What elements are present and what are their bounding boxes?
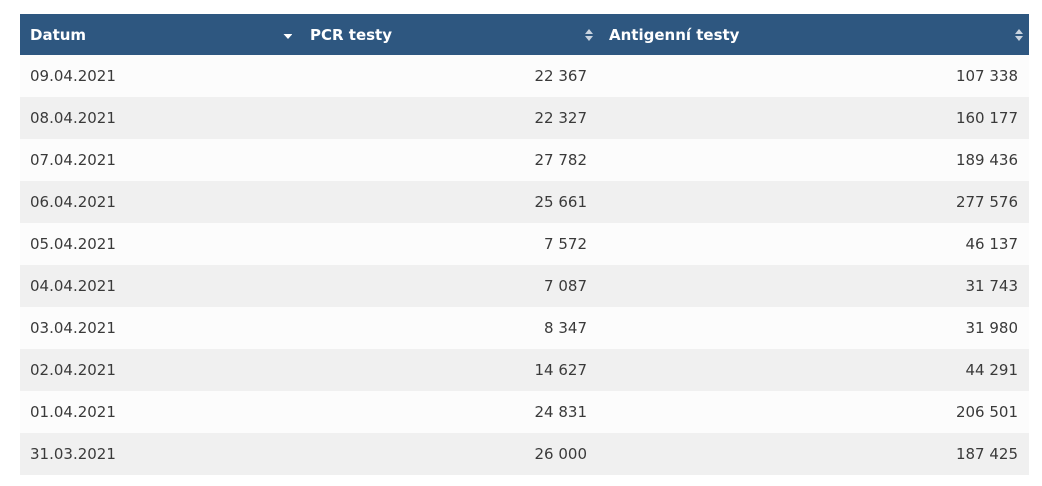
cell-pcr: 24 831 <box>300 391 599 433</box>
cell-antigen: 189 436 <box>599 139 1029 181</box>
sort-both-icon <box>585 28 593 41</box>
cell-antigen: 107 338 <box>599 55 1029 97</box>
table-row: 09.04.2021 22 367 107 338 <box>20 55 1029 97</box>
table-row: 03.04.2021 8 347 31 980 <box>20 307 1029 349</box>
cell-date: 04.04.2021 <box>20 265 300 307</box>
cell-date: 09.04.2021 <box>20 55 300 97</box>
column-header-pcr-label: PCR testy <box>310 26 392 44</box>
table-row: 05.04.2021 7 572 46 137 <box>20 223 1029 265</box>
column-header-antigen[interactable]: Antigenní testy <box>599 14 1029 55</box>
cell-antigen: 31 980 <box>599 307 1029 349</box>
cell-antigen: 277 576 <box>599 181 1029 223</box>
table-row: 04.04.2021 7 087 31 743 <box>20 265 1029 307</box>
cell-pcr: 22 367 <box>300 55 599 97</box>
cell-antigen: 31 743 <box>599 265 1029 307</box>
cell-pcr: 27 782 <box>300 139 599 181</box>
cell-date: 01.04.2021 <box>20 391 300 433</box>
cell-date: 02.04.2021 <box>20 349 300 391</box>
table-header: Datum PCR testy Antigenní testy <box>20 14 1029 55</box>
cell-pcr: 8 347 <box>300 307 599 349</box>
table-row: 01.04.2021 24 831 206 501 <box>20 391 1029 433</box>
cell-pcr: 22 327 <box>300 97 599 139</box>
cell-pcr: 25 661 <box>300 181 599 223</box>
cell-date: 07.04.2021 <box>20 139 300 181</box>
tests-table: Datum PCR testy Antigenní testy <box>20 14 1029 475</box>
table-row: 31.03.2021 26 000 187 425 <box>20 433 1029 475</box>
cell-antigen: 187 425 <box>599 433 1029 475</box>
cell-pcr: 14 627 <box>300 349 599 391</box>
cell-antigen: 44 291 <box>599 349 1029 391</box>
column-header-date-label: Datum <box>30 26 87 44</box>
header-row: Datum PCR testy Antigenní testy <box>20 14 1029 55</box>
data-table-container: Datum PCR testy Antigenní testy <box>20 14 1029 475</box>
table-row: 08.04.2021 22 327 160 177 <box>20 97 1029 139</box>
cell-antigen: 160 177 <box>599 97 1029 139</box>
cell-date: 31.03.2021 <box>20 433 300 475</box>
cell-date: 05.04.2021 <box>20 223 300 265</box>
table-row: 06.04.2021 25 661 277 576 <box>20 181 1029 223</box>
column-header-date[interactable]: Datum <box>20 14 300 55</box>
column-header-pcr[interactable]: PCR testy <box>300 14 599 55</box>
cell-pcr: 7 572 <box>300 223 599 265</box>
sort-desc-icon <box>283 33 292 39</box>
cell-pcr: 7 087 <box>300 265 599 307</box>
cell-antigen: 206 501 <box>599 391 1029 433</box>
cell-pcr: 26 000 <box>300 433 599 475</box>
column-header-antigen-label: Antigenní testy <box>609 26 740 44</box>
table-row: 02.04.2021 14 627 44 291 <box>20 349 1029 391</box>
cell-date: 03.04.2021 <box>20 307 300 349</box>
cell-date: 08.04.2021 <box>20 97 300 139</box>
table-row: 07.04.2021 27 782 189 436 <box>20 139 1029 181</box>
sort-both-icon <box>1015 28 1023 41</box>
table-body: 09.04.2021 22 367 107 338 08.04.2021 22 … <box>20 55 1029 475</box>
cell-antigen: 46 137 <box>599 223 1029 265</box>
cell-date: 06.04.2021 <box>20 181 300 223</box>
